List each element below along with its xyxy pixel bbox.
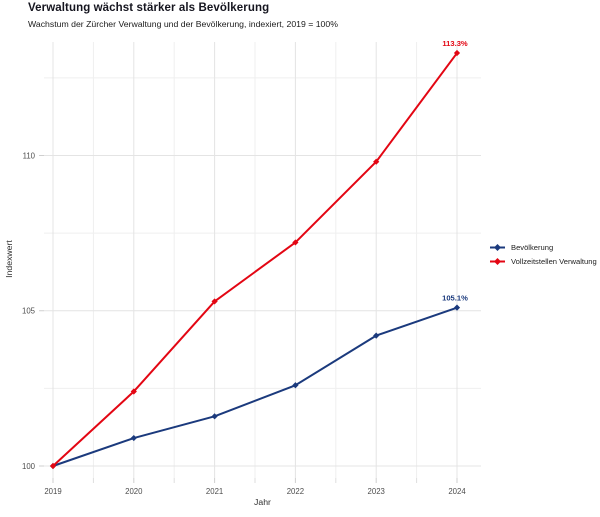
legend-diamond [494,244,501,251]
data-point [211,298,218,305]
chart-subtitle: Wachstum der Zürcher Verwaltung und der … [28,19,338,29]
series-line-bev-lkerung [52,306,458,467]
legend-item-bevoelkerung: Bevölkerung [489,243,597,252]
legend-marker-line-icon [490,244,505,251]
data-point [130,434,137,442]
legend-label: Bevölkerung [511,243,554,252]
data-point [453,304,461,311]
series-end-label: 113.3% [442,39,468,48]
x-tick-label: 2020 [125,487,143,496]
x-tick-label: 2024 [448,487,466,496]
series-line-vollzeitstellen-verwaltung [52,52,458,467]
y-tick-label: 110 [23,151,36,160]
legend-label: Vollzeitstellen Verwaltung [511,257,597,266]
series-end-label: 105.1% [442,294,468,303]
legend: Bevölkerung Vollzeitstellen Verwaltung [489,243,597,266]
x-axis-title: Jahr [254,497,271,507]
x-tick-label: 2023 [368,487,385,496]
data-point [373,158,380,165]
x-tick-label: 2022 [287,487,304,496]
data-point [373,332,380,339]
chart-title: Verwaltung wächst stärker als Bevölkerun… [28,2,270,14]
x-tick-label: 2019 [44,487,61,496]
data-point [292,382,299,389]
data-point [49,462,57,470]
data-point [211,413,218,420]
y-tick-label: 105 [22,307,36,316]
y-axis-title: Indexwert [4,240,14,278]
x-tick-label: 2021 [206,487,223,496]
legend-marker-line-icon [490,258,505,265]
legend-item-vollzeitstellen-verwaltung: Vollzeitstellen Verwaltung [489,257,597,266]
data-point [453,49,461,57]
data-point [130,388,137,395]
legend-diamond [494,258,501,265]
data-point [292,239,299,246]
y-tick-label: 100 [22,462,36,471]
